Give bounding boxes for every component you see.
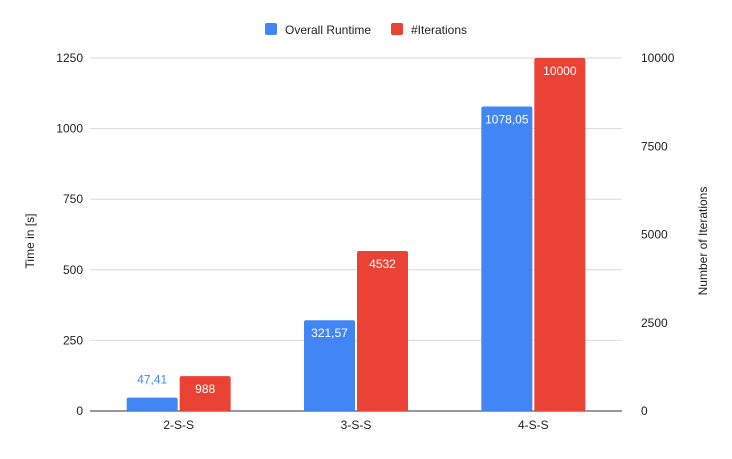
legend-label: Overall Runtime [285, 23, 371, 37]
y2-tick-label: 10000 [641, 51, 675, 65]
data-label: 10000 [543, 64, 577, 78]
bar-iterations [179, 376, 231, 411]
y2-tick-label: 7500 [641, 139, 668, 153]
data-label: 1078,05 [485, 113, 529, 127]
y-axis-label: Time in [s] [23, 214, 37, 269]
y2-tick-label: 2500 [641, 316, 668, 330]
y-tick-label: 750 [63, 192, 83, 206]
right-axis-ticks: 0 2500 5000 7500 10000 [641, 51, 675, 418]
y2-tick-label: 0 [641, 404, 648, 418]
bar-iterations [357, 251, 408, 411]
bar-iterations [534, 58, 586, 411]
legend: Overall Runtime #Iterations [265, 23, 467, 37]
data-label: 321,57 [311, 326, 348, 340]
bar-runtime [481, 106, 533, 411]
x-tick-label: 2-S-S [163, 418, 194, 432]
y-tick-label: 250 [63, 333, 83, 347]
legend-label: #Iterations [411, 23, 467, 37]
x-tick-label: 3-S-S [341, 418, 372, 432]
y-tick-label: 1000 [56, 122, 83, 136]
bars [126, 58, 586, 411]
data-label: 4532 [369, 257, 396, 271]
x-tick-label: 4-S-S [518, 418, 549, 432]
x-axis-ticks: 2-S-S 3-S-S 4-S-S [163, 418, 548, 432]
y2-tick-label: 5000 [641, 228, 668, 242]
bar-runtime [304, 320, 355, 411]
left-axis-ticks: 0 250 500 750 1000 1250 [56, 51, 83, 418]
y-tick-label: 1250 [56, 51, 83, 65]
y-tick-label: 500 [63, 263, 83, 277]
data-labels: 47,41 988 321,57 4532 1078,05 10000 [137, 64, 577, 396]
y-tick-label: 0 [76, 404, 83, 418]
legend-swatch [391, 23, 403, 35]
data-label: 47,41 [137, 373, 167, 387]
data-label: 988 [195, 382, 215, 396]
legend-swatch [265, 23, 277, 35]
gridlines [90, 57, 622, 412]
bar-runtime [126, 397, 178, 411]
y2-axis-label: Number of Iterations [696, 187, 710, 296]
